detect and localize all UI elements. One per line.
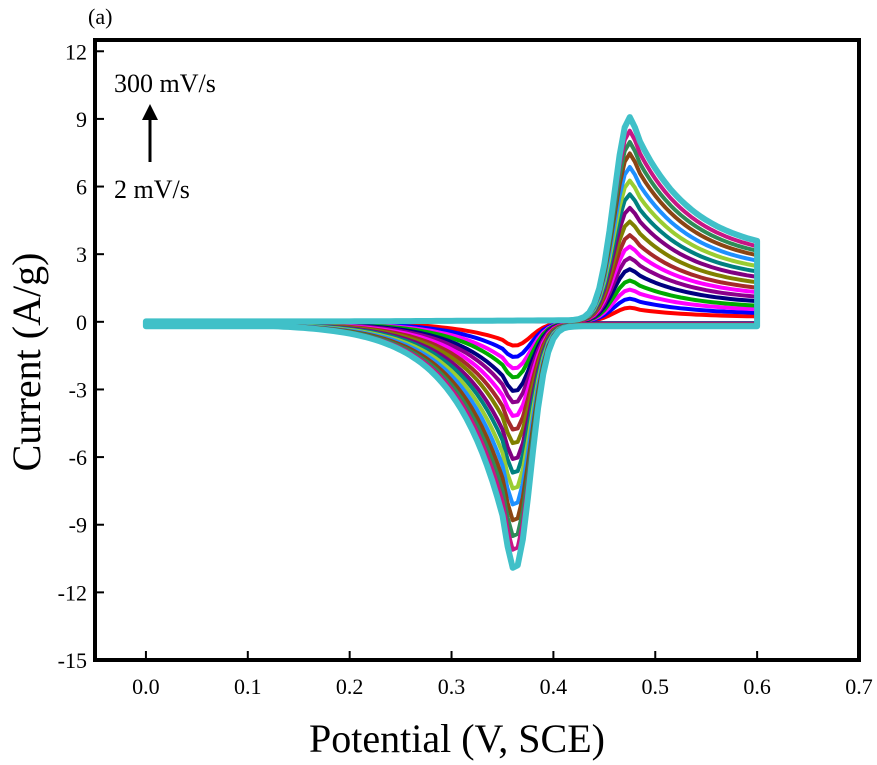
x-tick-label: 0.6 bbox=[743, 674, 771, 699]
x-tick-label: 0.1 bbox=[234, 674, 262, 699]
y-tick-label: -12 bbox=[58, 580, 87, 605]
panel-label: (a) bbox=[88, 4, 112, 29]
annotation-top: 300 mV/s bbox=[114, 69, 216, 98]
y-axis-title: Current (A/g) bbox=[4, 253, 49, 472]
y-tick-label: -3 bbox=[69, 377, 87, 402]
y-tick-label: 9 bbox=[76, 107, 87, 132]
x-tick-label: 0.7 bbox=[845, 674, 873, 699]
x-tick-label: 0.2 bbox=[336, 674, 364, 699]
y-tick-label: -9 bbox=[69, 513, 87, 538]
y-tick-label: 12 bbox=[65, 39, 87, 64]
y-tick-label: 6 bbox=[76, 175, 87, 200]
x-tick-label: 0.4 bbox=[540, 674, 568, 699]
y-tick-label: -6 bbox=[69, 445, 87, 470]
arrow-up-icon bbox=[142, 104, 158, 162]
plot-frame bbox=[93, 38, 861, 662]
cv-curves bbox=[142, 114, 761, 571]
cv-series-line bbox=[142, 114, 761, 571]
x-tick-label: 0.5 bbox=[642, 674, 670, 699]
x-tick-label: 0.0 bbox=[132, 674, 160, 699]
y-tick-label: 0 bbox=[76, 310, 87, 335]
x-tick-label: 0.3 bbox=[438, 674, 466, 699]
y-tick-label: 3 bbox=[76, 242, 87, 267]
y-tick-label: -15 bbox=[58, 648, 87, 673]
annotation-bottom: 2 mV/s bbox=[114, 175, 190, 204]
axis-ticks: 0.0 0.1 0.2 0.3 0.4 0.5 0.6 0.7 12 9 6 3 0 -3 -6 -9 -12 -… bbox=[58, 39, 873, 699]
x-axis-title: Potential (V, SCE) bbox=[309, 716, 605, 761]
